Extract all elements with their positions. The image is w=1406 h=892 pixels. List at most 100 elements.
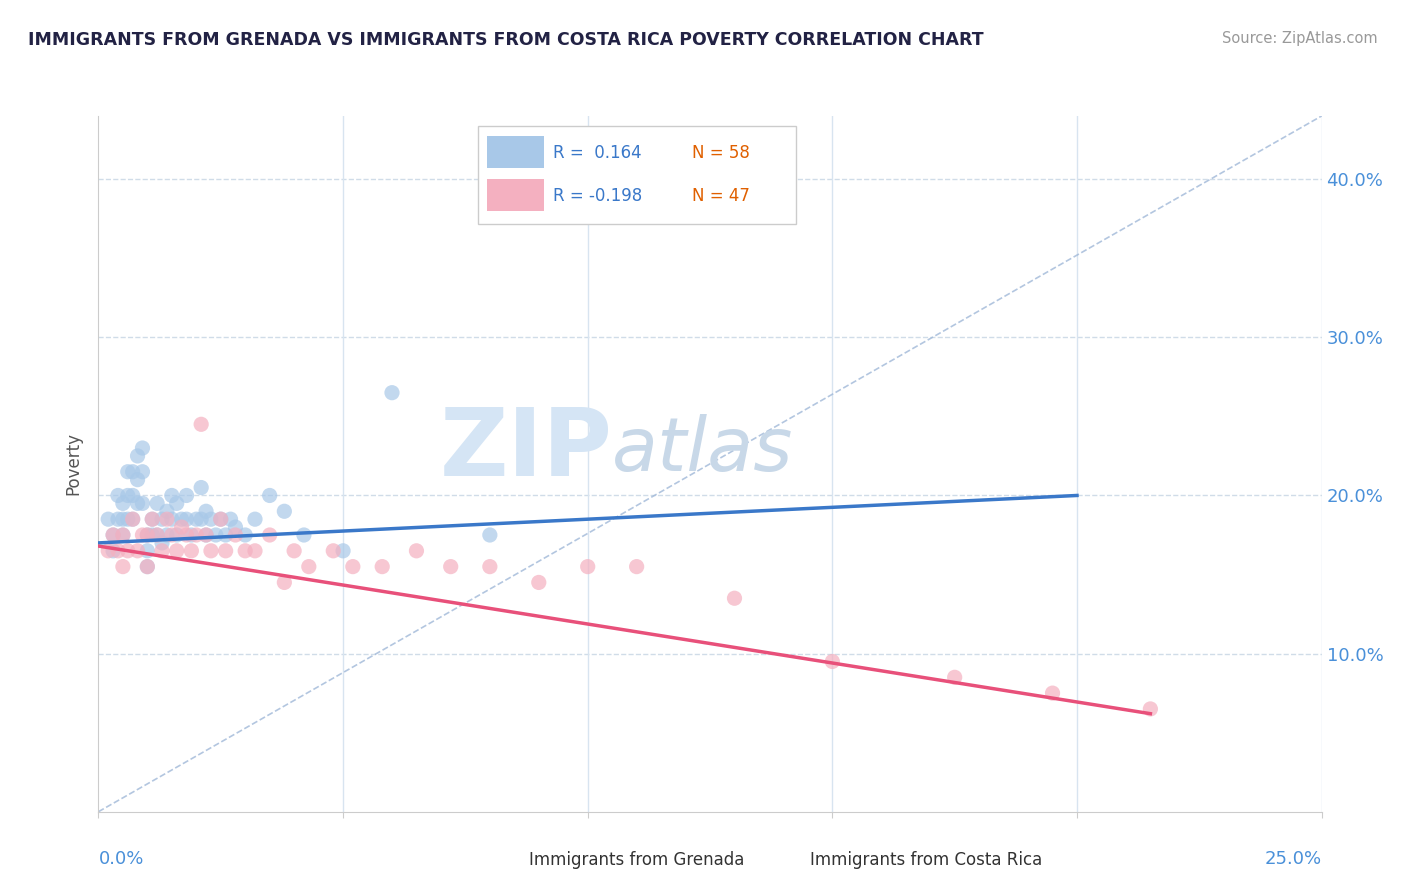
Point [136,528,159,542]
Point [160,528,183,542]
Point [107,543,129,558]
Point [371,559,394,574]
Point [576,559,599,574]
Point [478,528,501,542]
Point [224,528,246,542]
Point [111,496,134,510]
Point [101,528,124,542]
Point [180,543,202,558]
Point [195,528,218,542]
Point [150,536,173,550]
Point [1042,686,1064,700]
Point [626,559,648,574]
FancyBboxPatch shape [488,848,523,872]
FancyBboxPatch shape [478,127,796,224]
Point [150,512,173,526]
Point [111,512,134,526]
Point [243,512,266,526]
Point [127,543,149,558]
Point [209,512,232,526]
Point [141,528,163,542]
Text: N = 47: N = 47 [692,187,749,205]
Point [131,528,153,542]
Point [170,512,193,526]
Point [200,512,222,526]
Point [233,528,256,542]
Point [405,543,427,558]
Point [107,512,129,526]
Point [180,528,202,542]
Text: R =  0.164: R = 0.164 [554,144,643,161]
Point [233,543,256,558]
Point [943,670,966,684]
Point [136,559,159,574]
Point [146,528,169,542]
Point [219,512,242,526]
Point [214,543,236,558]
Point [111,528,134,542]
Point [141,512,163,526]
Text: Source: ZipAtlas.com: Source: ZipAtlas.com [1222,31,1378,46]
Point [292,528,315,542]
Point [156,512,179,526]
Point [195,528,218,542]
Point [146,528,169,542]
Point [190,481,212,495]
Point [117,543,139,558]
Text: R = -0.198: R = -0.198 [554,187,643,205]
Point [136,543,159,558]
Point [166,528,188,542]
Text: atlas: atlas [612,414,793,486]
Point [190,512,212,526]
Point [440,559,463,574]
Text: 25.0%: 25.0% [1264,850,1322,868]
Point [101,543,124,558]
Text: ZIP: ZIP [439,404,612,496]
Point [381,385,404,400]
Point [259,528,281,542]
Point [243,543,266,558]
Point [127,473,149,487]
Point [136,528,159,542]
Point [107,488,129,502]
Point [176,528,198,542]
Text: N = 58: N = 58 [692,144,749,161]
Point [200,543,222,558]
Point [273,575,295,590]
Point [97,512,120,526]
Point [127,449,149,463]
Text: IMMIGRANTS FROM GRENADA VS IMMIGRANTS FROM COSTA RICA POVERTY CORRELATION CHART: IMMIGRANTS FROM GRENADA VS IMMIGRANTS FR… [28,31,984,49]
Point [186,528,208,542]
Point [273,504,295,518]
Point [332,543,354,558]
Point [322,543,344,558]
Point [111,528,134,542]
Text: 0.0%: 0.0% [98,850,143,868]
Point [176,512,198,526]
Text: Immigrants from Costa Rica: Immigrants from Costa Rica [810,852,1043,870]
Point [160,512,183,526]
Point [166,496,188,510]
Point [146,496,169,510]
Y-axis label: Poverty: Poverty [65,433,83,495]
Point [160,488,183,502]
Point [342,559,364,574]
Point [121,512,143,526]
Point [170,520,193,534]
Point [195,504,218,518]
Point [723,591,745,606]
Point [150,543,173,558]
Point [1139,702,1161,716]
Point [298,559,321,574]
Point [259,488,281,502]
Point [224,520,246,534]
Point [117,465,139,479]
Point [283,543,305,558]
Point [121,465,143,479]
Point [186,512,208,526]
Point [527,575,550,590]
Point [131,441,153,455]
Point [101,528,124,542]
FancyBboxPatch shape [488,136,544,169]
Point [156,528,179,542]
